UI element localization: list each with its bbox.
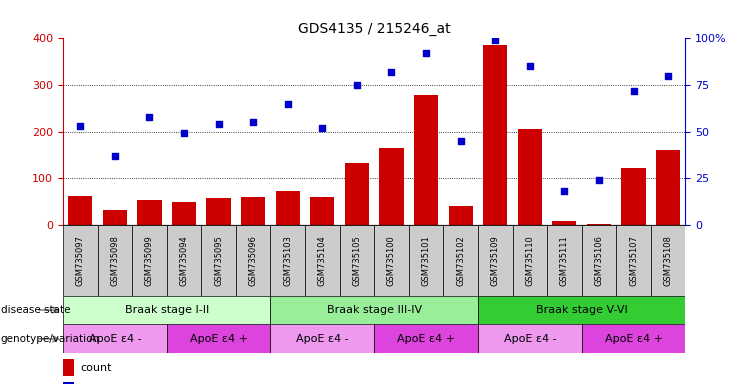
Bar — [518, 129, 542, 225]
Point — [489, 37, 501, 43]
Bar — [478, 225, 513, 296]
Text: GSM735107: GSM735107 — [629, 235, 638, 286]
Point — [351, 82, 363, 88]
Bar — [478, 296, 685, 324]
Bar — [379, 148, 404, 225]
Text: GSM735111: GSM735111 — [560, 235, 569, 286]
Point — [178, 130, 190, 136]
Text: disease state: disease state — [1, 305, 70, 315]
Bar — [103, 210, 127, 225]
Text: GSM735108: GSM735108 — [664, 235, 673, 286]
Text: GSM735099: GSM735099 — [145, 235, 154, 286]
Point — [628, 88, 639, 94]
Point — [455, 138, 467, 144]
Bar — [443, 225, 478, 296]
Bar — [132, 225, 167, 296]
Text: GSM735102: GSM735102 — [456, 235, 465, 286]
Bar — [483, 45, 508, 225]
Bar — [310, 197, 334, 225]
Bar — [622, 168, 645, 225]
Point — [282, 101, 293, 107]
Text: GSM735103: GSM735103 — [283, 235, 292, 286]
Text: count: count — [80, 363, 112, 373]
Text: GSM735100: GSM735100 — [387, 235, 396, 286]
Bar — [513, 225, 547, 296]
Bar — [582, 324, 685, 353]
Bar — [207, 198, 230, 225]
Point — [316, 125, 328, 131]
Text: GSM735104: GSM735104 — [318, 235, 327, 286]
Bar — [98, 225, 132, 296]
Text: Braak stage V-VI: Braak stage V-VI — [536, 305, 628, 315]
Text: GSM735101: GSM735101 — [422, 235, 431, 286]
Bar — [552, 221, 576, 225]
Text: GSM735106: GSM735106 — [594, 235, 603, 286]
Bar — [547, 225, 582, 296]
Bar — [582, 225, 617, 296]
Bar — [339, 225, 374, 296]
Bar — [617, 225, 651, 296]
Bar — [448, 206, 473, 225]
Point — [524, 63, 536, 70]
Text: GSM735109: GSM735109 — [491, 235, 499, 286]
Title: GDS4135 / 215246_at: GDS4135 / 215246_at — [298, 22, 451, 36]
Bar — [241, 197, 265, 225]
Bar — [63, 359, 74, 376]
Bar — [478, 324, 582, 353]
Point — [144, 114, 156, 120]
Point — [559, 188, 571, 194]
Bar — [409, 225, 443, 296]
Point — [213, 121, 225, 127]
Text: GSM735098: GSM735098 — [110, 235, 119, 286]
Point — [109, 153, 121, 159]
Bar — [270, 296, 478, 324]
Text: GSM735096: GSM735096 — [249, 235, 258, 286]
Bar — [167, 324, 270, 353]
Point — [385, 69, 397, 75]
Point — [593, 177, 605, 183]
Bar — [172, 202, 196, 225]
Text: ApoE ε4 -: ApoE ε4 - — [503, 334, 556, 344]
Text: GSM735105: GSM735105 — [353, 235, 362, 286]
Bar — [276, 191, 300, 225]
Bar — [651, 225, 685, 296]
Bar — [656, 150, 680, 225]
Bar — [374, 225, 409, 296]
Bar — [236, 225, 270, 296]
Bar — [63, 324, 167, 353]
Bar — [63, 382, 74, 384]
Text: GSM735095: GSM735095 — [214, 235, 223, 286]
Text: ApoE ε4 +: ApoE ε4 + — [605, 334, 662, 344]
Bar — [167, 225, 202, 296]
Text: GSM735094: GSM735094 — [179, 235, 188, 286]
Text: ApoE ε4 -: ApoE ε4 - — [296, 334, 349, 344]
Bar — [587, 224, 611, 225]
Text: ApoE ε4 -: ApoE ε4 - — [88, 334, 142, 344]
Text: Braak stage III-IV: Braak stage III-IV — [327, 305, 422, 315]
Bar — [414, 95, 438, 225]
Text: GSM735110: GSM735110 — [525, 235, 534, 286]
Bar — [305, 225, 339, 296]
Point — [662, 73, 674, 79]
Point — [74, 123, 86, 129]
Bar — [137, 200, 162, 225]
Text: ApoE ε4 +: ApoE ε4 + — [397, 334, 455, 344]
Bar — [68, 196, 93, 225]
Bar — [374, 324, 478, 353]
Bar — [270, 324, 374, 353]
Point — [247, 119, 259, 125]
Point — [420, 50, 432, 56]
Bar — [63, 225, 98, 296]
Text: GSM735097: GSM735097 — [76, 235, 84, 286]
Bar — [202, 225, 236, 296]
Bar — [345, 163, 369, 225]
Bar — [63, 296, 270, 324]
Text: genotype/variation: genotype/variation — [1, 334, 100, 344]
Bar — [270, 225, 305, 296]
Text: Braak stage I-II: Braak stage I-II — [124, 305, 209, 315]
Text: ApoE ε4 +: ApoE ε4 + — [190, 334, 247, 344]
